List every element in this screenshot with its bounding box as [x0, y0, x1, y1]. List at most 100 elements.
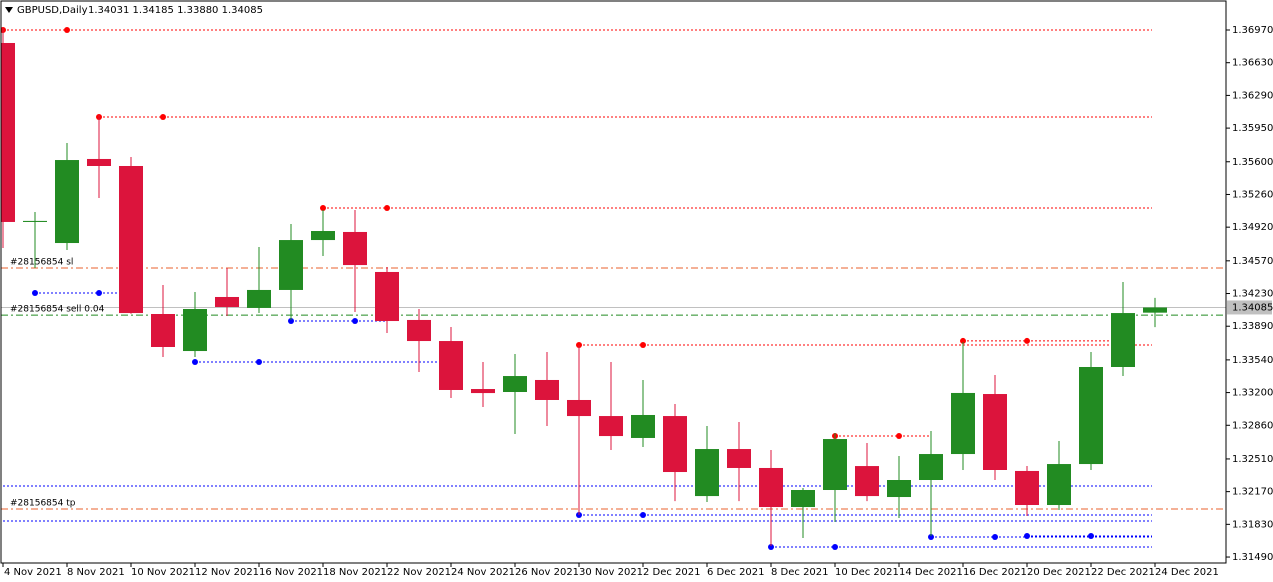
- x-tick-label: 24 Dec 2021: [1155, 567, 1219, 578]
- x-tick-label: 12 Nov 2021: [195, 567, 259, 578]
- y-tick-label: 1.32510: [1232, 454, 1273, 465]
- quote: 1.34031 1.34185 1.33880 1.34085: [88, 5, 263, 16]
- candle-body: [887, 480, 911, 498]
- fractal-dot: [1024, 337, 1030, 344]
- candle-body: [471, 389, 495, 394]
- candle-body: [407, 319, 431, 342]
- price-label: 1.34085: [1232, 302, 1273, 313]
- candle-body: [503, 376, 527, 393]
- y-tick-label: 1.34230: [1232, 289, 1273, 300]
- fractal-dot: [64, 27, 70, 34]
- candle-body: [663, 416, 687, 473]
- candle-body: [87, 158, 111, 166]
- candle-body: [247, 289, 271, 308]
- y-tick-label: 1.33540: [1232, 355, 1273, 366]
- candle-body: [631, 414, 655, 438]
- candle-body: [375, 271, 399, 322]
- candle-body: [279, 240, 303, 290]
- trade-label: #28156854 sl: [10, 258, 73, 268]
- candle-body: [311, 231, 335, 241]
- y-tick-label: 1.31490: [1232, 552, 1273, 563]
- candle-body: [983, 394, 1007, 471]
- candle-body: [151, 314, 175, 347]
- x-tick-label: 2 Dec 2021: [643, 567, 701, 578]
- x-tick-label: 10 Dec 2021: [835, 567, 899, 578]
- y-tick-label: 1.31830: [1232, 519, 1273, 530]
- candle-body: [1143, 307, 1167, 313]
- x-tick-label: 18 Nov 2021: [323, 567, 387, 578]
- menu-arrow[interactable]: [5, 7, 13, 13]
- candle-body: [759, 467, 783, 508]
- fractal-dot: [768, 544, 774, 551]
- candle-body: [567, 399, 591, 417]
- y-tick-label: 1.34570: [1232, 256, 1273, 267]
- candle-body: [1111, 313, 1135, 367]
- candle-body: [183, 309, 207, 352]
- candle-body: [727, 449, 751, 468]
- x-tick-label: 20 Dec 2021: [1027, 567, 1091, 578]
- y-tick-label: 1.35600: [1232, 157, 1273, 168]
- candle-body: [823, 439, 847, 491]
- x-tick-label: 6 Dec 2021: [707, 567, 765, 578]
- x-tick-label: 22 Nov 2021: [387, 567, 451, 578]
- fractal-dot: [960, 337, 966, 344]
- fractal-dot: [352, 318, 358, 325]
- x-tick-label: 8 Nov 2021: [67, 567, 125, 578]
- fractal-dot: [640, 512, 646, 519]
- fractal-dot: [1088, 532, 1094, 539]
- candle-body: [1015, 470, 1039, 506]
- candle-body: [791, 490, 815, 508]
- trade-label: #28156854 sell 0.04: [10, 305, 105, 315]
- candle-body: [855, 466, 879, 497]
- x-tick-label: 4 Nov 2021: [4, 567, 62, 578]
- fractal-dot: [320, 205, 326, 212]
- fractal-dot: [384, 205, 390, 212]
- candle-body: [119, 165, 143, 314]
- fractal-dot: [992, 534, 998, 541]
- y-tick-label: 1.32860: [1232, 420, 1273, 431]
- fractal-dot: [160, 114, 166, 121]
- fractal-dot: [928, 534, 934, 541]
- candle-body: [919, 454, 943, 481]
- fractal-dot: [96, 290, 102, 297]
- x-tick-label: 22 Dec 2021: [1091, 567, 1155, 578]
- y-tick-label: 1.35950: [1232, 123, 1273, 134]
- plot-area: [1, 27, 1226, 551]
- symbol: GBPUSD,Daily: [17, 5, 88, 16]
- price-label-box: [1227, 300, 1272, 315]
- candle-body: [695, 449, 719, 497]
- x-tick-label: 14 Dec 2021: [899, 567, 963, 578]
- candle-body: [1, 42, 15, 222]
- candle-body: [23, 220, 47, 222]
- x-tick-label: 16 Dec 2021: [963, 567, 1027, 578]
- trade-label: #28156854 tp: [10, 498, 76, 508]
- fractal-dot: [1024, 532, 1030, 539]
- fractal-dot: [832, 544, 838, 551]
- x-tick-label: 30 Nov 2021: [579, 567, 643, 578]
- y-tick-label: 1.36290: [1232, 90, 1273, 101]
- y-tick-label: 1.34920: [1232, 222, 1273, 233]
- candle-body: [599, 416, 623, 437]
- x-tick-label: 24 Nov 2021: [451, 567, 515, 578]
- candle-body: [439, 341, 463, 390]
- fractal-dot: [192, 358, 198, 365]
- fractal-dot: [896, 433, 902, 440]
- candle-body: [343, 231, 367, 266]
- x-tick-label: 8 Dec 2021: [771, 567, 829, 578]
- y-tick-label: 1.36970: [1232, 25, 1273, 36]
- plot-border: [0, 0, 1227, 564]
- x-tick-label: 26 Nov 2021: [515, 567, 579, 578]
- candle-body: [1079, 366, 1103, 465]
- fractal-dot: [288, 318, 294, 325]
- candle-body: [951, 392, 975, 455]
- candle-body: [215, 296, 239, 307]
- fractal-dot: [256, 358, 262, 365]
- candle-body: [55, 160, 79, 244]
- candle-body: [1047, 464, 1071, 506]
- fractal-dot: [32, 290, 38, 297]
- y-tick-label: 1.36630: [1232, 58, 1273, 69]
- y-tick-label: 1.35260: [1232, 189, 1273, 200]
- fractal-dot: [640, 341, 646, 348]
